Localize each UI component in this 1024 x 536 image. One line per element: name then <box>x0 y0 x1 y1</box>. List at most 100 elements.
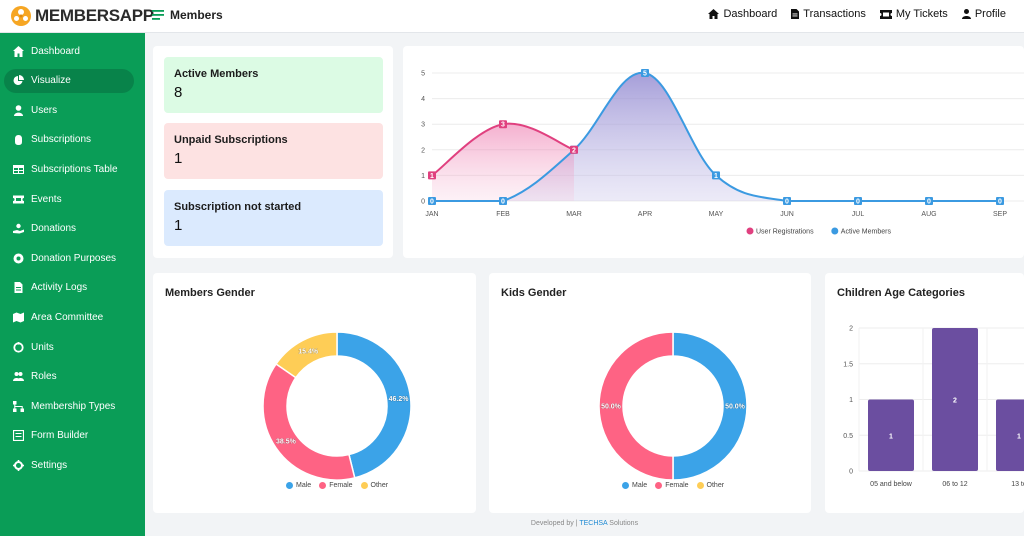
top-nav-links: Dashboard Transactions My Tickets Profil… <box>708 8 1024 20</box>
bar <box>932 328 978 471</box>
x-tick-label: AUG <box>921 211 936 218</box>
legend-item-other[interactable]: Other <box>360 482 388 489</box>
data-point <box>712 171 720 180</box>
home-icon <box>708 9 720 19</box>
sidebar-item-activity-logs[interactable]: Activity Logs <box>4 276 134 300</box>
sidebar-item-label: Users <box>31 104 58 116</box>
sidebar-item-label: Donations <box>31 223 77 235</box>
sidebar-item-events[interactable]: Events <box>4 187 134 211</box>
topnav-profile[interactable]: Profile <box>961 8 1006 20</box>
pie-chart-icon <box>13 75 24 86</box>
x-tick-label: APR <box>638 211 652 218</box>
x-tick-label: 13 to <box>1011 481 1024 488</box>
legend-item-female[interactable]: Female <box>319 482 353 489</box>
legend-label: Male <box>296 482 312 489</box>
stat-label: Subscription not started <box>174 201 302 213</box>
slice-label: 38.5% <box>276 439 297 446</box>
app-logo[interactable]: MEMBERSAPP <box>10 5 154 27</box>
members-gender-donut: 46.2% 38.5% 15.4% <box>262 331 412 481</box>
legend-marker <box>831 227 839 235</box>
sidebar-item-label: Roles <box>31 371 57 383</box>
donut-slice-female <box>598 331 674 481</box>
line-chart-card: 012345JANFEBMARAPRMAYJUNJULAUGSEP0025100… <box>403 46 1024 258</box>
donut-slice-male <box>672 331 748 481</box>
sidebar-item-subscriptions-table[interactable]: Subscriptions Table <box>4 157 134 181</box>
footer-brand[interactable]: TECHSA <box>579 520 608 527</box>
file-icon <box>13 282 24 294</box>
sidebar-item-form-builder[interactable]: Form Builder <box>4 424 134 448</box>
y-tick-label: 0 <box>849 469 853 476</box>
legend-marker <box>622 482 629 489</box>
stat-value: 8 <box>174 84 183 101</box>
data-label: 5 <box>643 71 647 78</box>
legend-item-male[interactable]: Male <box>622 482 647 489</box>
data-label: 0 <box>430 199 434 206</box>
hand-holding-icon <box>13 253 24 264</box>
sidebar-item-visualize[interactable]: Visualize <box>4 68 134 93</box>
sidebar-item-units[interactable]: Units <box>4 335 134 359</box>
legend-label: Female <box>665 482 689 489</box>
sidebar-item-donations[interactable]: Donations <box>4 217 134 241</box>
data-label: 0 <box>998 199 1002 206</box>
topnav-dashboard[interactable]: Dashboard <box>708 8 777 20</box>
legend-marker <box>360 482 368 489</box>
sidebar-item-users[interactable]: Users <box>4 98 134 122</box>
sidebar: Dashboard Visualize Users Subscriptions Subs… <box>0 33 145 536</box>
donut-slice-female <box>262 362 356 481</box>
legend-item-female[interactable]: Female <box>655 482 689 489</box>
sidebar-item-donation-purposes[interactable]: Donation Purposes <box>4 246 134 270</box>
kids-gender-donut: 50.0% 50.0% <box>598 331 748 481</box>
sidebar-item-subscriptions[interactable]: Subscriptions <box>4 128 134 152</box>
data-point <box>570 145 578 154</box>
logo-icon <box>11 6 31 26</box>
card-title: Children Age Categories <box>837 287 965 299</box>
data-label: 2 <box>572 147 576 154</box>
slice-label: 50.0% <box>601 404 622 411</box>
data-point <box>854 197 862 205</box>
topnav-transactions[interactable]: Transactions <box>791 8 866 20</box>
sidebar-item-membership-types[interactable]: Membership Types <box>4 394 134 418</box>
data-point <box>428 171 436 180</box>
sidebar-item-roles[interactable]: Roles <box>4 365 134 389</box>
bar-value-label: 1 <box>889 433 893 440</box>
topnav-my-tickets[interactable]: My Tickets <box>879 8 948 20</box>
slice-label: 15.4% <box>298 349 319 356</box>
page-title: Members <box>152 8 223 22</box>
data-point <box>925 197 933 205</box>
x-tick-label: JUL <box>852 211 865 218</box>
legend-marker <box>655 482 663 489</box>
legend-marker <box>286 482 293 489</box>
x-tick-label: 06 to 12 <box>942 481 967 488</box>
footer-suffix: Solutions <box>609 520 639 527</box>
legend-item-other[interactable]: Other <box>696 482 724 489</box>
card-title: Kids Gender <box>501 287 567 299</box>
x-tick-label: MAY <box>709 211 724 218</box>
legend-item-male[interactable]: Male <box>286 482 311 489</box>
slice-label: 50.0% <box>725 404 746 411</box>
users-icon <box>13 371 24 382</box>
sidebar-item-label: Subscriptions Table <box>31 163 118 175</box>
data-point <box>428 197 436 205</box>
bar <box>868 399 914 471</box>
sidebar-item-settings[interactable]: Settings <box>4 453 134 477</box>
stat-label: Active Members <box>174 68 259 80</box>
x-tick-label: FEB <box>496 211 510 218</box>
sidebar-item-area-committee[interactable]: Area Committee <box>4 305 134 329</box>
y-tick-label: 0 <box>421 199 425 206</box>
children-age-card: Children Age Categories 0 0.5 1 1.5 2 1 05 and… <box>825 273 1024 513</box>
x-tick-label: 05 and below <box>870 481 913 488</box>
menu-toggle-icon[interactable] <box>152 10 164 20</box>
data-label: 0 <box>785 199 789 206</box>
children-age-bar-chart: 0 0.5 1 1.5 2 1 05 and below 2 06 to 12 1 13 to <box>843 326 1024 488</box>
sidebar-item-dashboard[interactable]: Dashboard <box>4 39 134 63</box>
data-point <box>499 120 507 129</box>
data-label: 1 <box>430 173 434 180</box>
y-tick-label: 1.5 <box>843 361 853 368</box>
sidebar-item-label: Membership Types <box>31 400 116 412</box>
card-title: Members Gender <box>165 287 255 299</box>
legend-label: Active Members <box>841 229 892 236</box>
bar-value-label: 2 <box>953 398 957 405</box>
document-icon <box>791 9 800 19</box>
sidebar-item-label: Events <box>31 193 62 205</box>
y-tick-label: 2 <box>421 147 425 154</box>
